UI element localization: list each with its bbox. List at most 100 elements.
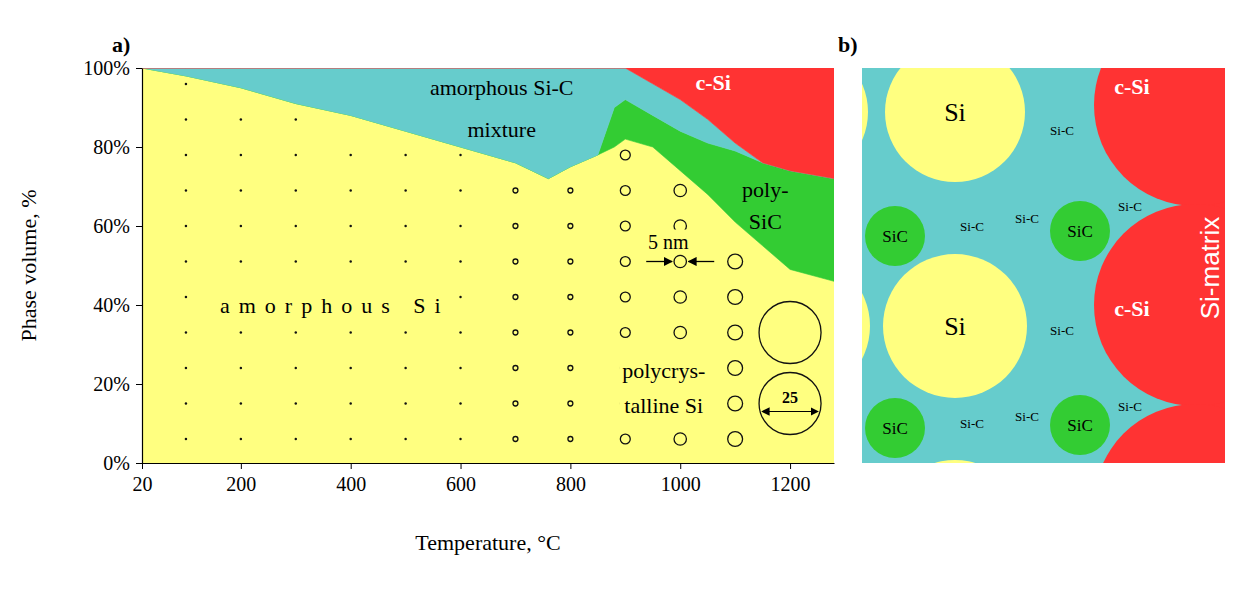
sic-grain	[1050, 201, 1110, 261]
si-grain	[885, 460, 1025, 463]
sic-label-line: SiC	[1067, 416, 1093, 435]
grain	[759, 373, 821, 435]
x-axis-tick-mark	[680, 463, 681, 469]
label-patch	[645, 230, 692, 254]
mixture-label-line: Si-C	[1118, 199, 1142, 214]
grain	[349, 260, 351, 262]
x-axis-tick: 1200	[771, 463, 811, 495]
grain	[513, 188, 518, 193]
grain	[404, 331, 406, 333]
x-axis-tick-mark	[461, 463, 462, 469]
grain	[459, 225, 461, 227]
region-label: c-Si	[695, 70, 730, 95]
grain	[240, 438, 242, 440]
sic-label-line: SiC	[882, 227, 908, 246]
x-axis: 2020040060080010001200	[133, 463, 835, 495]
mixture-label: Si-C	[1050, 323, 1074, 338]
grain	[459, 438, 461, 440]
mixture-label: Si-C	[1118, 399, 1142, 414]
x-axis-line	[143, 463, 835, 464]
panel-letter: b)	[838, 32, 858, 57]
y-axis-tick: 80%	[93, 136, 142, 158]
region-label-line: amorphous Si-C	[430, 75, 574, 100]
grain	[295, 260, 297, 262]
grain	[568, 188, 573, 193]
y-axis-tick: 20%	[93, 373, 142, 395]
mixture-label-line: Si-C	[1015, 409, 1039, 424]
x-axis-tick-mark	[790, 463, 791, 469]
x-axis-tick: 800	[556, 463, 586, 495]
crystal-label: c-Si	[1114, 296, 1149, 321]
grain	[620, 328, 630, 338]
grain	[459, 367, 461, 369]
sic-grain	[865, 398, 925, 458]
region-label-line: talline Si	[624, 393, 703, 418]
grain	[459, 260, 461, 262]
mixture-label: Si-C	[1015, 211, 1039, 226]
crystal-label-line: c-Si	[1114, 296, 1149, 321]
grain	[620, 221, 630, 231]
x-axis-tick-mark	[570, 463, 571, 469]
region-label-line: amorphous Si	[220, 293, 450, 318]
grain	[459, 296, 461, 298]
si-grain	[862, 68, 868, 182]
grain	[674, 184, 686, 196]
crystal-label: c-Si	[1114, 74, 1149, 99]
grain	[513, 401, 518, 406]
label-patch	[619, 357, 708, 419]
grain	[620, 186, 630, 196]
region-label: amorphous Si	[220, 293, 450, 318]
y-axis-tick-label: 100%	[83, 57, 130, 79]
label-patch	[217, 292, 453, 319]
y-axis-line	[142, 69, 143, 464]
y-axis-tick: 40%	[93, 294, 142, 316]
grain	[459, 189, 461, 191]
grain	[240, 189, 242, 191]
grain	[404, 189, 406, 191]
y-axis-tick-mark	[136, 68, 142, 69]
grain	[513, 224, 518, 229]
phase-area	[142, 68, 834, 463]
phase-area	[142, 68, 834, 281]
si-grain	[862, 254, 870, 398]
schematic: SiSiSiCSiCSiCSiCSi-CSi-CSi-CSi-CSi-CSi-C…	[726, 4, 1240, 589]
x-axis-tick-mark	[351, 463, 352, 469]
sic-grain	[1050, 395, 1110, 455]
region-label: poly-SiC	[742, 177, 788, 234]
grain	[404, 367, 406, 369]
grain	[620, 150, 630, 160]
mixture-label-line: Si-C	[960, 416, 984, 431]
phase-area	[142, 68, 834, 179]
grain	[404, 260, 406, 262]
y-axis-title: Phase volume, %	[16, 189, 41, 341]
grain	[185, 402, 187, 404]
grain	[728, 325, 743, 340]
grain	[513, 330, 518, 335]
x-axis-tick-mark	[142, 463, 143, 469]
grain	[728, 396, 743, 411]
grain	[728, 432, 743, 447]
y-axis-tick-mark	[136, 305, 142, 306]
grain	[295, 367, 297, 369]
size-arrow	[646, 261, 672, 262]
plot-area	[142, 68, 834, 463]
grain	[620, 434, 630, 444]
matrix-region	[1094, 404, 1225, 463]
grain	[185, 118, 187, 120]
grain	[185, 189, 187, 191]
grain	[349, 331, 351, 333]
grain	[674, 326, 686, 338]
y-axis-tick-label: 80%	[93, 136, 130, 158]
mixture-label: Si-C	[960, 219, 984, 234]
grain	[568, 295, 573, 300]
y-axis-tick-label: 0%	[103, 452, 130, 474]
y-axis: 0%20%40%60%80%100%	[83, 57, 142, 474]
grain	[674, 291, 686, 303]
x-axis-tick: 1000	[661, 463, 701, 495]
grain	[513, 437, 518, 442]
grain	[240, 154, 242, 156]
grain	[240, 260, 242, 262]
schematic-labels: SiSiSiCSiCSiCSiCSi-CSi-CSi-CSi-CSi-CSi-C…	[882, 74, 1225, 438]
grain	[349, 367, 351, 369]
si-label: Si	[944, 312, 966, 341]
